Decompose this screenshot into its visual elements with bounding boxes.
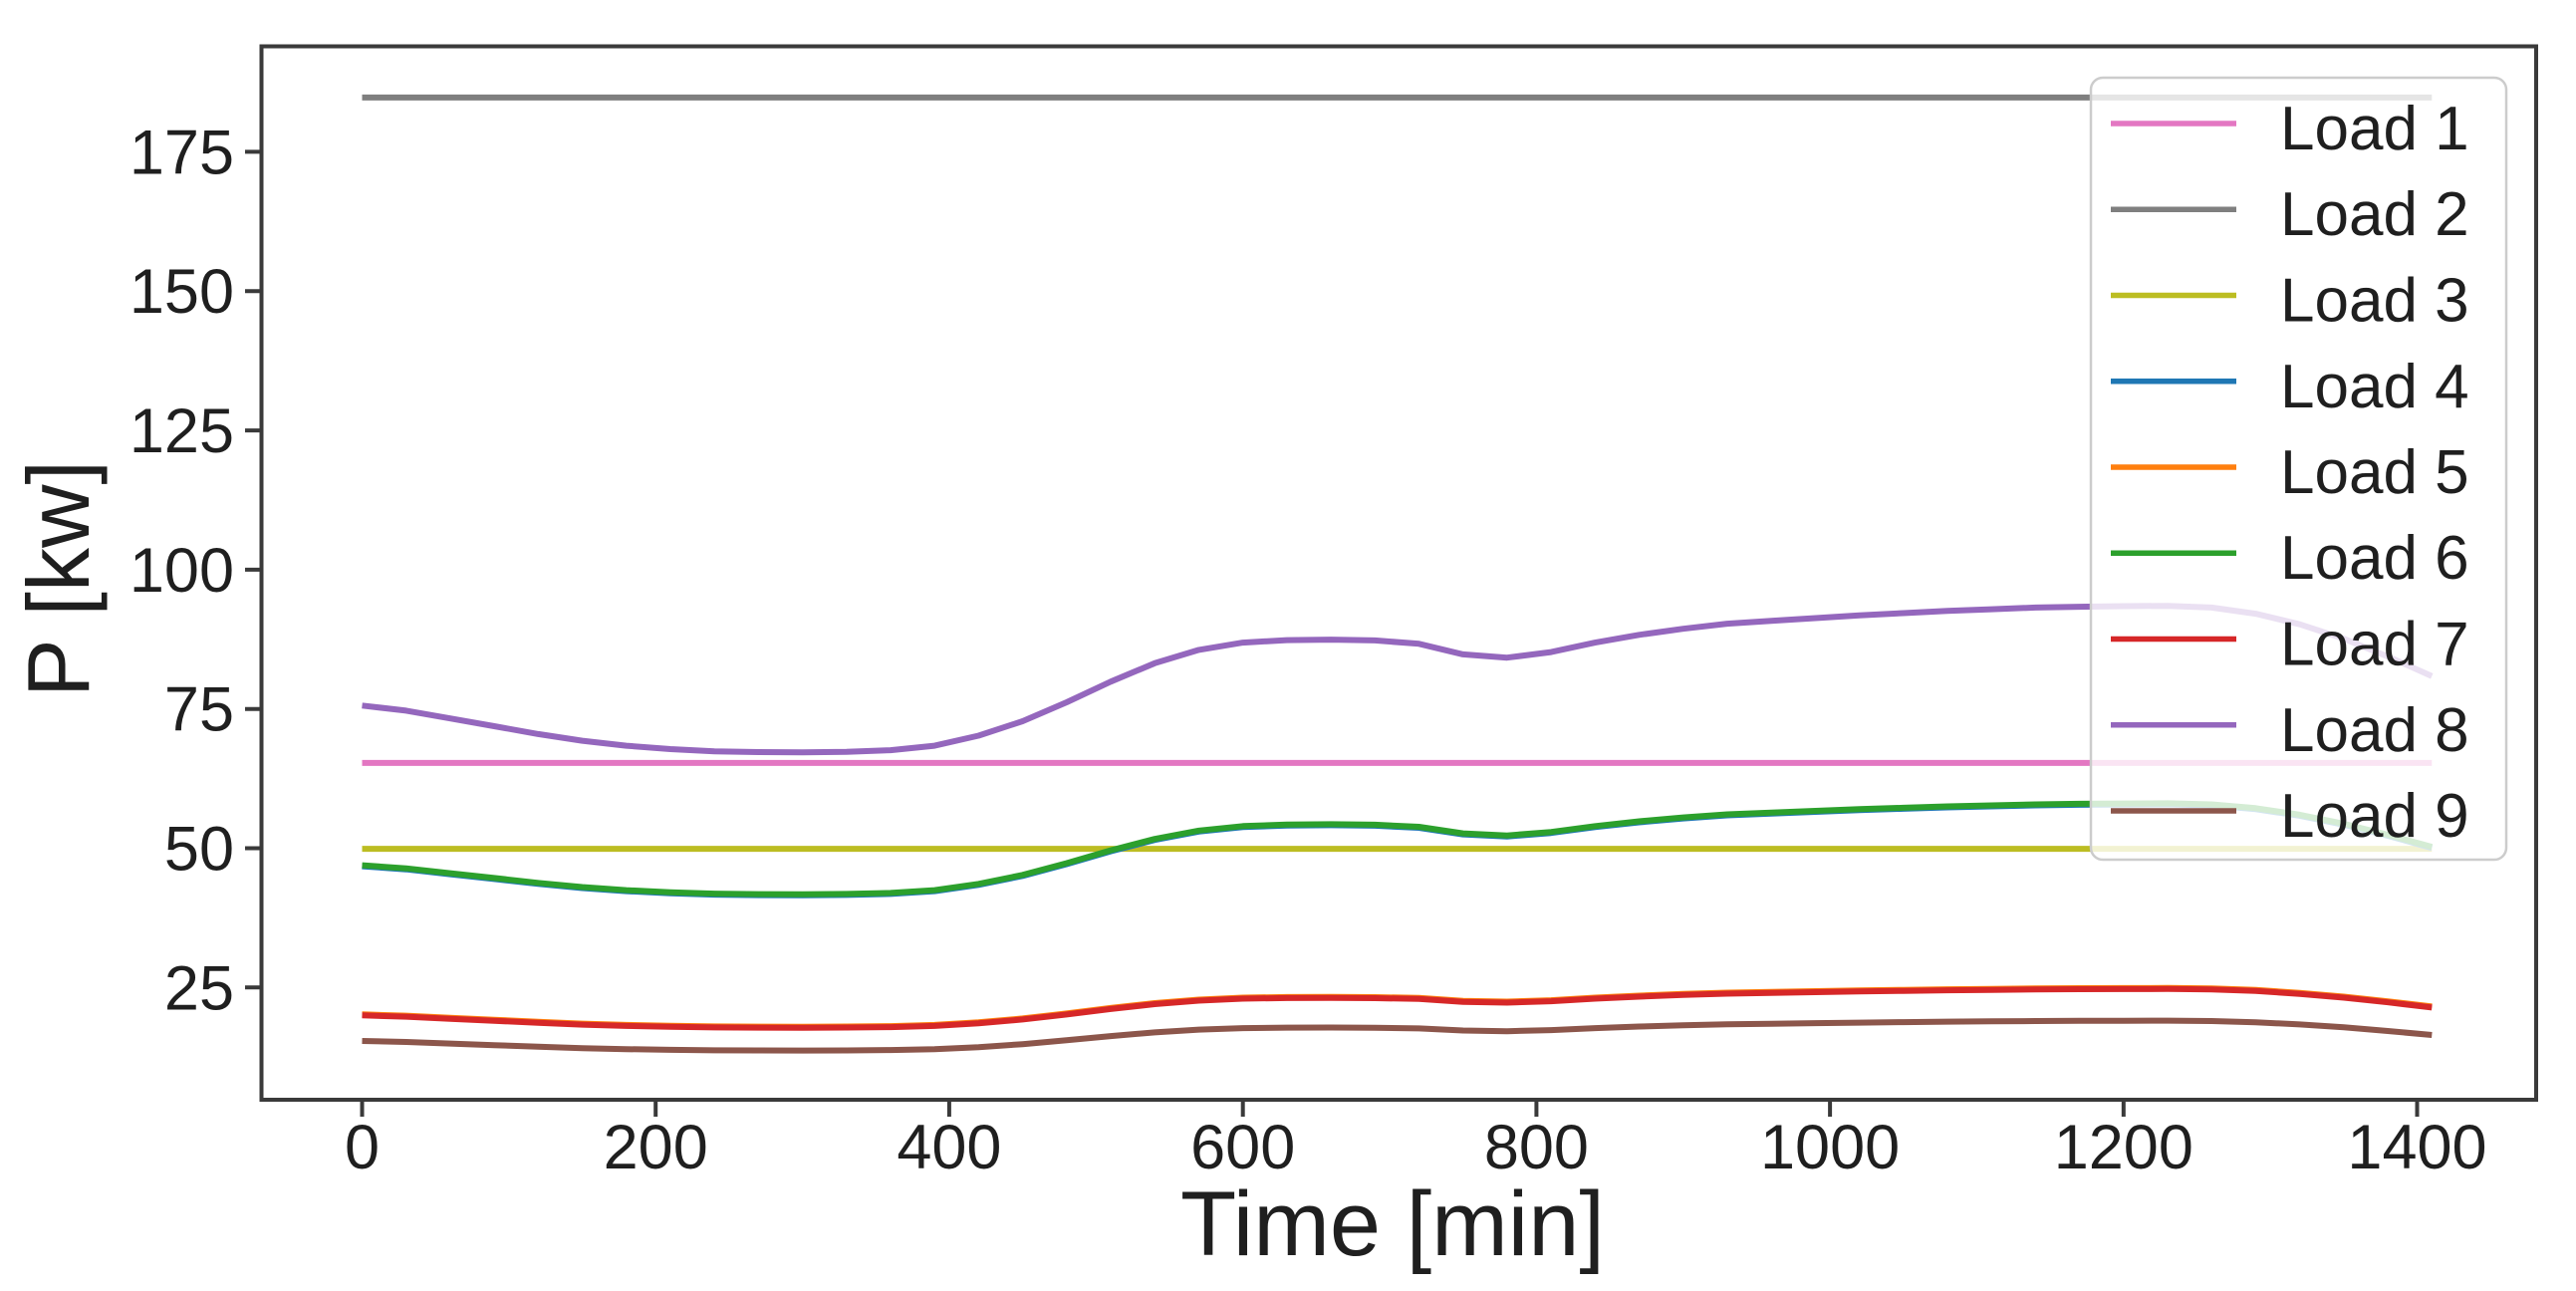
svg-text:600: 600 xyxy=(1190,1113,1295,1182)
svg-text:Load 4: Load 4 xyxy=(2280,353,2469,421)
svg-text:Load 1: Load 1 xyxy=(2280,95,2469,163)
svg-text:Load 8: Load 8 xyxy=(2280,696,2469,765)
svg-text:0: 0 xyxy=(345,1113,380,1182)
svg-text:125: 125 xyxy=(129,396,234,466)
svg-text:Load 9: Load 9 xyxy=(2280,782,2469,851)
svg-text:1400: 1400 xyxy=(2347,1113,2486,1182)
svg-text:800: 800 xyxy=(1484,1113,1589,1182)
svg-text:175: 175 xyxy=(129,118,234,187)
svg-text:100: 100 xyxy=(129,536,234,606)
svg-text:Time [min]: Time [min] xyxy=(1180,1173,1605,1275)
svg-text:1200: 1200 xyxy=(2054,1113,2193,1182)
svg-text:400: 400 xyxy=(897,1113,1001,1182)
svg-text:Load 7: Load 7 xyxy=(2280,611,2469,679)
svg-text:Load 6: Load 6 xyxy=(2280,524,2469,593)
svg-text:Load 2: Load 2 xyxy=(2280,180,2469,249)
svg-text:P [kw]: P [kw] xyxy=(9,460,108,697)
svg-text:50: 50 xyxy=(164,815,234,885)
svg-text:25: 25 xyxy=(164,953,234,1023)
svg-text:200: 200 xyxy=(604,1113,708,1182)
svg-text:Load 5: Load 5 xyxy=(2280,438,2469,507)
svg-text:150: 150 xyxy=(129,257,234,327)
svg-text:Load 3: Load 3 xyxy=(2280,267,2469,336)
svg-text:1000: 1000 xyxy=(1760,1113,1900,1182)
svg-text:75: 75 xyxy=(164,675,234,745)
